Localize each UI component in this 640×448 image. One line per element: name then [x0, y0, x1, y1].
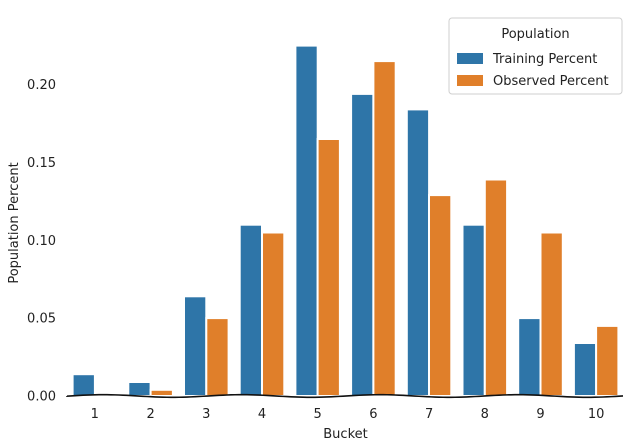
y-tick-label: 0.15	[27, 156, 56, 171]
x-tick-labels: 1 2 3 4 5 6 7 8 9 10	[91, 407, 605, 422]
bar-training-10	[572, 342, 598, 397]
x-tick-label: 7	[425, 407, 433, 422]
x-tick-label: 9	[536, 407, 544, 422]
legend-title: Population	[501, 27, 569, 42]
bar-observed-10	[595, 324, 620, 397]
bar-observed-5	[316, 138, 341, 397]
x-tick-label: 5	[313, 407, 321, 422]
y-axis-label: Population Percent	[7, 162, 22, 283]
x-tick-label: 10	[588, 407, 605, 422]
y-tick-labels: 0.00 0.05 0.10 0.15 0.20	[27, 78, 56, 405]
x-axis-line	[66, 393, 624, 399]
bar-training-2	[127, 381, 152, 397]
bar-training-4	[238, 223, 263, 397]
legend: Population Training Percent Observed Perc…	[448, 17, 623, 95]
bar-training-8	[461, 223, 486, 397]
x-tick-label: 2	[146, 407, 154, 422]
legend-swatch-observed	[457, 75, 483, 86]
bars-layer	[71, 44, 620, 398]
bar-training-9	[517, 317, 542, 398]
legend-label-training: Training Percent	[492, 52, 597, 67]
bar-observed-6	[372, 60, 397, 397]
y-tick-label: 0.20	[27, 78, 56, 93]
legend-box	[448, 17, 623, 95]
bar-observed-3	[205, 317, 230, 398]
x-tick-label: 8	[481, 407, 489, 422]
x-tick-label: 1	[91, 407, 99, 422]
bar-observed-9	[539, 231, 564, 397]
legend-swatch-training	[457, 53, 483, 64]
legend-label-observed: Observed Percent	[493, 74, 609, 89]
bar-training-3	[183, 295, 208, 397]
bar-observed-4	[261, 231, 286, 397]
bar-training-5	[294, 44, 319, 397]
x-axis-label: Bucket	[323, 427, 367, 442]
bar-observed-8	[483, 178, 509, 397]
x-tick-label: 3	[202, 407, 210, 422]
y-tick-label: 0.05	[27, 312, 56, 327]
bar-observed-7	[428, 194, 453, 397]
bar-observed-2	[149, 388, 174, 397]
y-tick-label: 0.00	[27, 390, 56, 405]
x-tick-label: 6	[369, 407, 377, 422]
x-tick-label: 4	[258, 407, 266, 422]
bar-training-1	[71, 373, 96, 398]
bar-training-7	[405, 108, 431, 398]
bar-training-6	[350, 92, 375, 398]
y-tick-label: 0.10	[27, 234, 56, 249]
